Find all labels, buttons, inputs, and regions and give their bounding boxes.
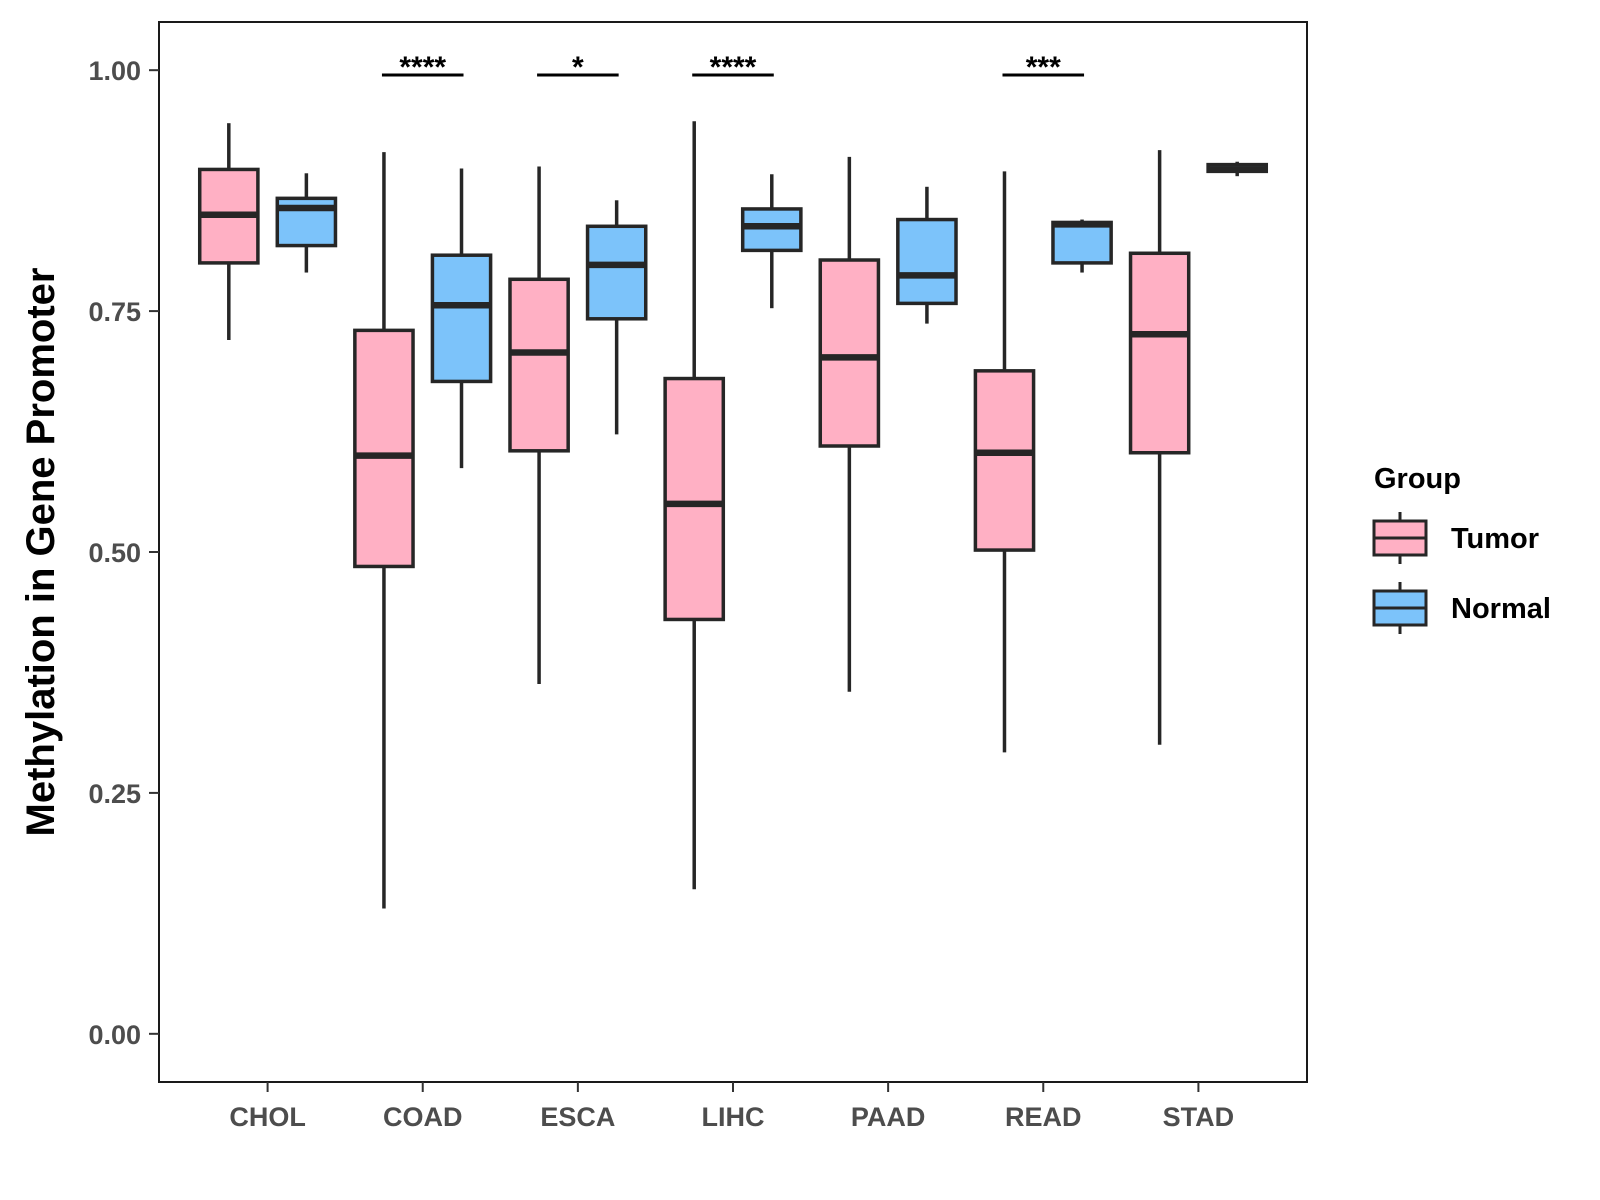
box-iqr xyxy=(430,253,493,384)
box-normal-esca xyxy=(585,200,648,435)
box-iqr xyxy=(663,376,726,622)
significance-annotations: **** * **** *** xyxy=(381,51,1085,84)
x-tick-label: ESCA xyxy=(540,1102,615,1132)
box-iqr xyxy=(818,258,881,448)
x-tick-label: STAD xyxy=(1163,1102,1235,1132)
legend-entry-normal: Normal xyxy=(1372,582,1551,634)
box-iqr xyxy=(973,369,1036,552)
box-tumor-esca xyxy=(508,166,570,685)
legend: Group Tumor Normal xyxy=(1372,463,1551,634)
y-tick-label: 0.25 xyxy=(88,779,141,809)
box-tumor-paad xyxy=(818,156,881,692)
series-tumor xyxy=(197,121,1191,909)
x-tick-label: PAAD xyxy=(851,1102,926,1132)
box-tumor-stad xyxy=(1128,150,1191,745)
box-normal-chol xyxy=(275,173,338,273)
box-iqr xyxy=(585,224,648,321)
significance-read: *** xyxy=(1002,51,1085,84)
box-iqr xyxy=(740,207,803,253)
box-iqr xyxy=(1128,251,1191,455)
box-iqr xyxy=(353,328,415,569)
y-tick-label: 0.50 xyxy=(88,538,141,568)
significance-label: * xyxy=(572,51,584,84)
box-iqr xyxy=(896,217,958,306)
x-tick-label: CHOL xyxy=(229,1102,306,1132)
legend-entry-tumor: Tumor xyxy=(1372,512,1539,564)
box-normal-coad xyxy=(430,168,493,469)
significance-lihc: **** xyxy=(692,51,774,84)
legend-label: Tumor xyxy=(1451,523,1539,555)
significance-label: **** xyxy=(399,51,446,84)
x-axis: CHOL COAD ESCA LIHC PAAD READ STAD xyxy=(229,1082,1234,1132)
box-series xyxy=(197,121,1269,909)
y-tick-label: 0.75 xyxy=(88,297,141,327)
box-normal-read xyxy=(1051,219,1113,273)
x-tick-label: COAD xyxy=(383,1102,463,1132)
box-tumor-read xyxy=(973,171,1036,753)
box-tumor-lihc xyxy=(663,121,726,890)
x-tick-label: LIHC xyxy=(702,1102,765,1132)
box-normal-lihc xyxy=(740,174,803,309)
box-iqr xyxy=(508,277,570,453)
legend-title: Group xyxy=(1374,463,1461,495)
significance-coad: **** xyxy=(381,51,464,84)
box-tumor-coad xyxy=(353,152,415,909)
significance-label: **** xyxy=(710,51,757,84)
box-tumor-chol xyxy=(197,123,260,340)
significance-esca: * xyxy=(537,51,619,84)
y-tick-label: 0.00 xyxy=(88,1020,141,1050)
y-axis-title: Methylation in Gene Promoter xyxy=(19,268,63,837)
series-normal xyxy=(275,161,1269,469)
y-axis: 0.00 0.25 0.50 0.75 1.00 xyxy=(88,56,159,1050)
legend-label: Normal xyxy=(1451,593,1551,625)
box-iqr xyxy=(1051,220,1113,265)
plot-panel-border xyxy=(158,21,1308,1083)
significance-label: *** xyxy=(1026,51,1061,84)
x-tick-label: READ xyxy=(1005,1102,1082,1132)
box-normal-paad xyxy=(896,186,958,324)
box-normal-stad xyxy=(1206,161,1269,177)
y-tick-label: 1.00 xyxy=(88,56,141,86)
